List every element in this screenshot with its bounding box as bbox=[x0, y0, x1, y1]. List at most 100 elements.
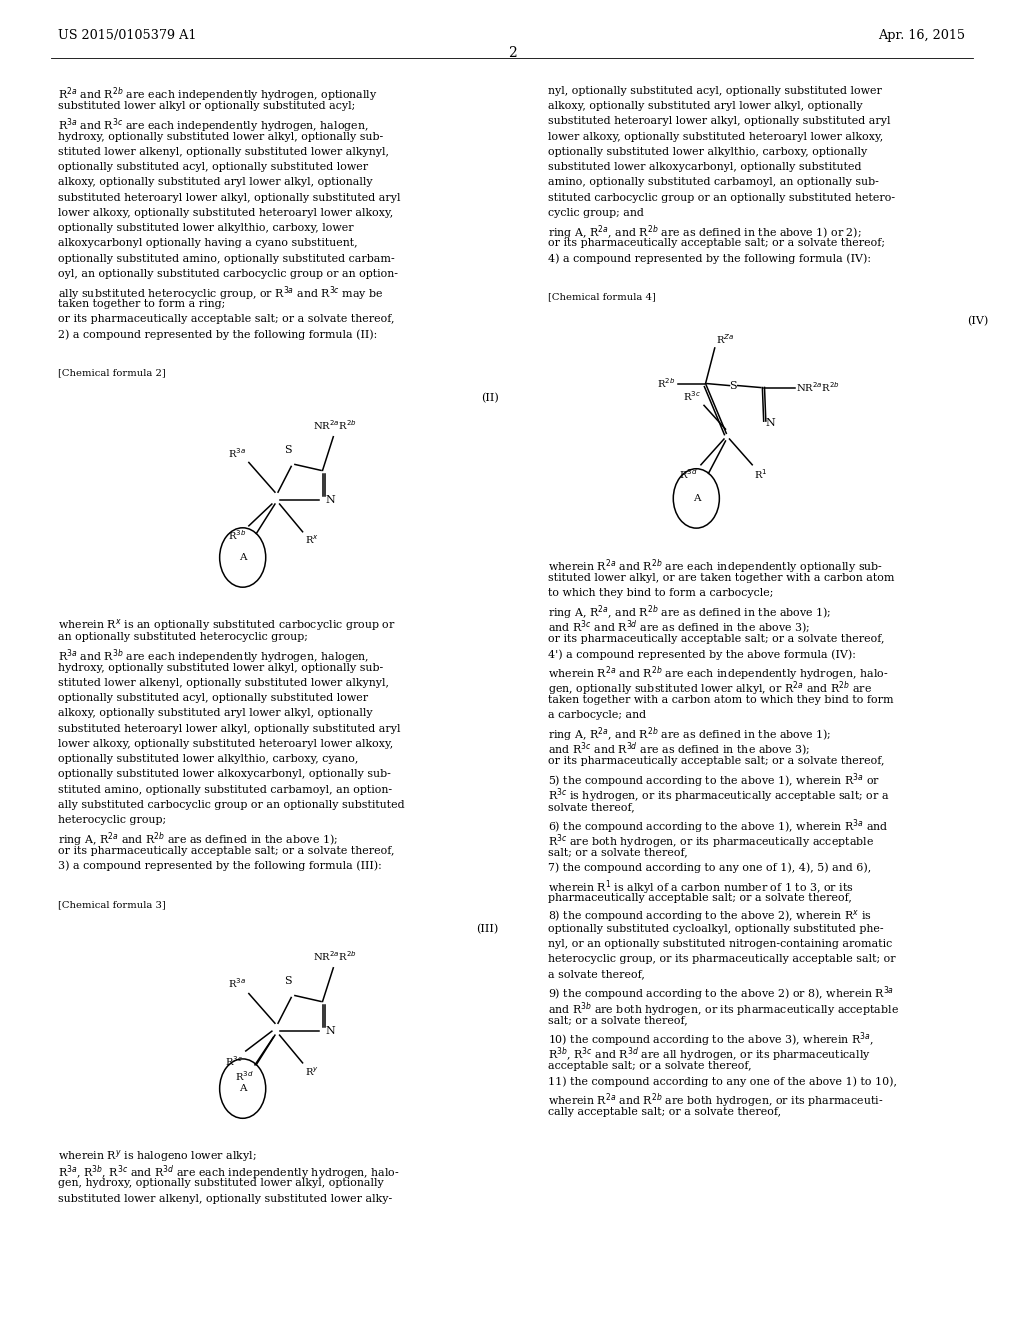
Text: gen, optionally substituted lower alkyl, or R$^{2a}$ and R$^{2b}$ are: gen, optionally substituted lower alkyl,… bbox=[548, 680, 871, 698]
Text: stituted lower alkyl, or are taken together with a carbon atom: stituted lower alkyl, or are taken toget… bbox=[548, 573, 894, 583]
Text: (II): (II) bbox=[481, 392, 499, 403]
Text: optionally substituted lower alkoxycarbonyl, optionally sub-: optionally substituted lower alkoxycarbo… bbox=[58, 770, 391, 779]
Text: and R$^{3c}$ and R$^{3d}$ are as defined in the above 3);: and R$^{3c}$ and R$^{3d}$ are as defined… bbox=[548, 741, 810, 759]
Text: and R$^{3c}$ and R$^{3d}$ are as defined in the above 3);: and R$^{3c}$ and R$^{3d}$ are as defined… bbox=[548, 619, 810, 638]
Text: oyl, an optionally substituted carbocyclic group or an option-: oyl, an optionally substituted carbocycl… bbox=[58, 269, 398, 279]
Text: lower alkoxy, optionally substituted heteroaryl lower alkoxy,: lower alkoxy, optionally substituted het… bbox=[548, 132, 883, 141]
Text: N: N bbox=[325, 495, 335, 506]
Text: stituted carbocyclic group or an optionally substituted hetero-: stituted carbocyclic group or an optiona… bbox=[548, 193, 895, 202]
Text: substituted lower alkenyl, optionally substituted lower alky-: substituted lower alkenyl, optionally su… bbox=[58, 1193, 392, 1204]
Text: amino, optionally substituted carbamoyl, an optionally sub-: amino, optionally substituted carbamoyl,… bbox=[548, 177, 879, 187]
Text: ring A, R$^{2a}$, and R$^{2b}$ are as defined in the above 1);: ring A, R$^{2a}$, and R$^{2b}$ are as de… bbox=[548, 603, 831, 622]
Text: R$^{3a}$, R$^{3b}$, R$^{3c}$ and R$^{3d}$ are each independently hydrogen, halo-: R$^{3a}$, R$^{3b}$, R$^{3c}$ and R$^{3d}… bbox=[58, 1163, 400, 1181]
Text: alkoxycarbonyl optionally having a cyano substituent,: alkoxycarbonyl optionally having a cyano… bbox=[58, 238, 358, 248]
Text: R$^{3c}$: R$^{3c}$ bbox=[683, 389, 700, 403]
Text: Apr. 16, 2015: Apr. 16, 2015 bbox=[879, 29, 966, 42]
Text: ally substituted carbocyclic group or an optionally substituted: ally substituted carbocyclic group or an… bbox=[58, 800, 406, 810]
Text: substituted heteroaryl lower alkyl, optionally substituted aryl: substituted heteroaryl lower alkyl, opti… bbox=[58, 193, 400, 202]
Text: [Chemical formula 2]: [Chemical formula 2] bbox=[58, 368, 166, 378]
Text: salt; or a solvate thereof,: salt; or a solvate thereof, bbox=[548, 847, 687, 858]
Text: R$^{3c}$: R$^{3c}$ bbox=[225, 1053, 243, 1068]
Text: 3) a compound represented by the following formula (III):: 3) a compound represented by the followi… bbox=[58, 861, 382, 871]
Text: wherein R$^{2a}$ and R$^{2b}$ are each independently hydrogen, halo-: wherein R$^{2a}$ and R$^{2b}$ are each i… bbox=[548, 664, 888, 684]
Text: lower alkoxy, optionally substituted heteroaryl lower alkoxy,: lower alkoxy, optionally substituted het… bbox=[58, 739, 393, 748]
Text: or its pharmaceutically acceptable salt; or a solvate thereof,: or its pharmaceutically acceptable salt;… bbox=[58, 846, 395, 855]
Text: A: A bbox=[239, 1084, 247, 1093]
Text: ring A, R$^{2a}$, and R$^{2b}$ are as defined in the above 1) or 2);: ring A, R$^{2a}$, and R$^{2b}$ are as de… bbox=[548, 223, 861, 242]
Text: optionally substituted lower alkylthio, carboxy, optionally: optionally substituted lower alkylthio, … bbox=[548, 147, 867, 157]
Text: substituted lower alkyl or optionally substituted acyl;: substituted lower alkyl or optionally su… bbox=[58, 102, 355, 111]
Text: R$^{2a}$ and R$^{2b}$ are each independently hydrogen, optionally: R$^{2a}$ and R$^{2b}$ are each independe… bbox=[58, 86, 378, 104]
Text: ally substituted heterocyclic group, or R$^{3a}$ and R$^{3c}$ may be: ally substituted heterocyclic group, or … bbox=[58, 284, 384, 302]
Text: optionally substituted lower alkylthio, carboxy, lower: optionally substituted lower alkylthio, … bbox=[58, 223, 354, 234]
Text: 2: 2 bbox=[508, 46, 516, 61]
Text: wherein R$^y$ is halogeno lower alkyl;: wherein R$^y$ is halogeno lower alkyl; bbox=[58, 1148, 257, 1164]
Text: optionally substituted amino, optionally substituted carbam-: optionally substituted amino, optionally… bbox=[58, 253, 395, 264]
Text: taken together with a carbon atom to which they bind to form: taken together with a carbon atom to whi… bbox=[548, 696, 894, 705]
Text: 7) the compound according to any one of 1), 4), 5) and 6),: 7) the compound according to any one of … bbox=[548, 863, 871, 874]
Text: [Chemical formula 3]: [Chemical formula 3] bbox=[58, 900, 166, 909]
Text: or its pharmaceutically acceptable salt; or a solvate thereof,: or its pharmaceutically acceptable salt;… bbox=[548, 756, 885, 766]
Text: 4') a compound represented by the above formula (IV):: 4') a compound represented by the above … bbox=[548, 649, 856, 660]
Text: S: S bbox=[285, 977, 292, 986]
Text: stituted amino, optionally substituted carbamoyl, an option-: stituted amino, optionally substituted c… bbox=[58, 784, 392, 795]
Text: an optionally substituted heterocyclic group;: an optionally substituted heterocyclic g… bbox=[58, 632, 308, 642]
Text: or its pharmaceutically acceptable salt; or a solvate thereof,: or its pharmaceutically acceptable salt;… bbox=[548, 634, 885, 644]
Text: R$^{3b}$, R$^{3c}$ and R$^{3d}$ are all hydrogen, or its pharmaceutically: R$^{3b}$, R$^{3c}$ and R$^{3d}$ are all … bbox=[548, 1045, 870, 1064]
Text: R$^{3a}$ and R$^{3b}$ are each independently hydrogen, halogen,: R$^{3a}$ and R$^{3b}$ are each independe… bbox=[58, 647, 370, 667]
Text: to which they bind to form a carbocycle;: to which they bind to form a carbocycle; bbox=[548, 589, 773, 598]
Text: 6) the compound according to the above 1), wherein R$^{3a}$ and: 6) the compound according to the above 1… bbox=[548, 817, 889, 836]
Text: wherein R$^{2a}$ and R$^{2b}$ are each independently optionally sub-: wherein R$^{2a}$ and R$^{2b}$ are each i… bbox=[548, 558, 883, 577]
Text: cyclic group; and: cyclic group; and bbox=[548, 207, 644, 218]
Text: optionally substituted acyl, optionally substituted lower: optionally substituted acyl, optionally … bbox=[58, 162, 369, 172]
Text: acceptable salt; or a solvate thereof,: acceptable salt; or a solvate thereof, bbox=[548, 1061, 752, 1071]
Text: NR$^{2a}$R$^{2b}$: NR$^{2a}$R$^{2b}$ bbox=[313, 417, 356, 432]
Text: heterocyclic group, or its pharmaceutically acceptable salt; or: heterocyclic group, or its pharmaceutica… bbox=[548, 954, 895, 964]
Text: A: A bbox=[239, 553, 247, 562]
Text: alkoxy, optionally substituted aryl lower alkyl, optionally: alkoxy, optionally substituted aryl lowe… bbox=[58, 709, 373, 718]
Text: S: S bbox=[729, 380, 737, 391]
Text: optionally substituted acyl, optionally substituted lower: optionally substituted acyl, optionally … bbox=[58, 693, 369, 704]
Text: ring A, R$^{2a}$ and R$^{2b}$ are as defined in the above 1);: ring A, R$^{2a}$ and R$^{2b}$ are as def… bbox=[58, 830, 338, 849]
Text: substituted heteroaryl lower alkyl, optionally substituted aryl: substituted heteroaryl lower alkyl, opti… bbox=[58, 723, 400, 734]
Text: R$^{3a}$ and R$^{3c}$ are each independently hydrogen, halogen,: R$^{3a}$ and R$^{3c}$ are each independe… bbox=[58, 116, 369, 135]
Text: (IV): (IV) bbox=[967, 317, 988, 326]
Text: hydroxy, optionally substituted lower alkyl, optionally sub-: hydroxy, optionally substituted lower al… bbox=[58, 663, 384, 673]
Text: gen, hydroxy, optionally substituted lower alkyl, optionally: gen, hydroxy, optionally substituted low… bbox=[58, 1179, 384, 1188]
Text: optionally substituted lower alkylthio, carboxy, cyano,: optionally substituted lower alkylthio, … bbox=[58, 754, 358, 764]
Text: R$^{3b}$: R$^{3b}$ bbox=[227, 528, 246, 541]
Text: alkoxy, optionally substituted aryl lower alkyl, optionally: alkoxy, optionally substituted aryl lowe… bbox=[58, 177, 373, 187]
Text: stituted lower alkenyl, optionally substituted lower alkynyl,: stituted lower alkenyl, optionally subst… bbox=[58, 147, 389, 157]
Text: nyl, or an optionally substituted nitrogen-containing aromatic: nyl, or an optionally substituted nitrog… bbox=[548, 939, 892, 949]
Text: NR$^{2a}$R$^{2b}$: NR$^{2a}$R$^{2b}$ bbox=[797, 380, 840, 395]
Text: [Chemical formula 4]: [Chemical formula 4] bbox=[548, 293, 655, 301]
Text: 11) the compound according to any one of the above 1) to 10),: 11) the compound according to any one of… bbox=[548, 1076, 897, 1086]
Text: US 2015/0105379 A1: US 2015/0105379 A1 bbox=[58, 29, 197, 42]
Text: wherein R$^{2a}$ and R$^{2b}$ are both hydrogen, or its pharmaceuti-: wherein R$^{2a}$ and R$^{2b}$ are both h… bbox=[548, 1092, 884, 1110]
Text: R$^1$: R$^1$ bbox=[754, 467, 768, 482]
Text: N: N bbox=[765, 418, 775, 428]
Text: cally acceptable salt; or a solvate thereof,: cally acceptable salt; or a solvate ther… bbox=[548, 1106, 781, 1117]
Text: 8) the compound according to the above 2), wherein R$^x$ is: 8) the compound according to the above 2… bbox=[548, 908, 871, 924]
Text: a solvate thereof,: a solvate thereof, bbox=[548, 969, 645, 979]
Text: 4) a compound represented by the following formula (IV):: 4) a compound represented by the followi… bbox=[548, 253, 870, 264]
Text: 10) the compound according to the above 3), wherein R$^{3a}$,: 10) the compound according to the above … bbox=[548, 1031, 874, 1049]
Text: NR$^{2a}$R$^{2b}$: NR$^{2a}$R$^{2b}$ bbox=[313, 949, 356, 962]
Text: 2) a compound represented by the following formula (II):: 2) a compound represented by the followi… bbox=[58, 330, 378, 341]
Text: 9) the compound according to the above 2) or 8), wherein R$^{3a}$: 9) the compound according to the above 2… bbox=[548, 985, 894, 1003]
Text: R$^{3c}$ are both hydrogen, or its pharmaceutically acceptable: R$^{3c}$ are both hydrogen, or its pharm… bbox=[548, 832, 873, 851]
Text: substituted heteroaryl lower alkyl, optionally substituted aryl: substituted heteroaryl lower alkyl, opti… bbox=[548, 116, 890, 127]
Text: R$^y$: R$^y$ bbox=[305, 1065, 318, 1078]
Text: A: A bbox=[692, 494, 700, 503]
Text: stituted lower alkenyl, optionally substituted lower alkynyl,: stituted lower alkenyl, optionally subst… bbox=[58, 678, 389, 688]
Text: a carbocycle; and: a carbocycle; and bbox=[548, 710, 646, 721]
Text: solvate thereof,: solvate thereof, bbox=[548, 801, 635, 812]
Text: R$^{3a}$: R$^{3a}$ bbox=[228, 977, 246, 990]
Text: R$^{3d}$: R$^{3d}$ bbox=[234, 1069, 254, 1082]
Text: (III): (III) bbox=[476, 924, 499, 935]
Text: nyl, optionally substituted acyl, optionally substituted lower: nyl, optionally substituted acyl, option… bbox=[548, 86, 882, 96]
Text: R$^{3d}$: R$^{3d}$ bbox=[679, 467, 698, 482]
Text: substituted lower alkoxycarbonyl, optionally substituted: substituted lower alkoxycarbonyl, option… bbox=[548, 162, 861, 172]
Text: and R$^{3b}$ are both hydrogen, or its pharmaceutically acceptable: and R$^{3b}$ are both hydrogen, or its p… bbox=[548, 1001, 899, 1019]
Text: optionally substituted cycloalkyl, optionally substituted phe-: optionally substituted cycloalkyl, optio… bbox=[548, 924, 884, 933]
